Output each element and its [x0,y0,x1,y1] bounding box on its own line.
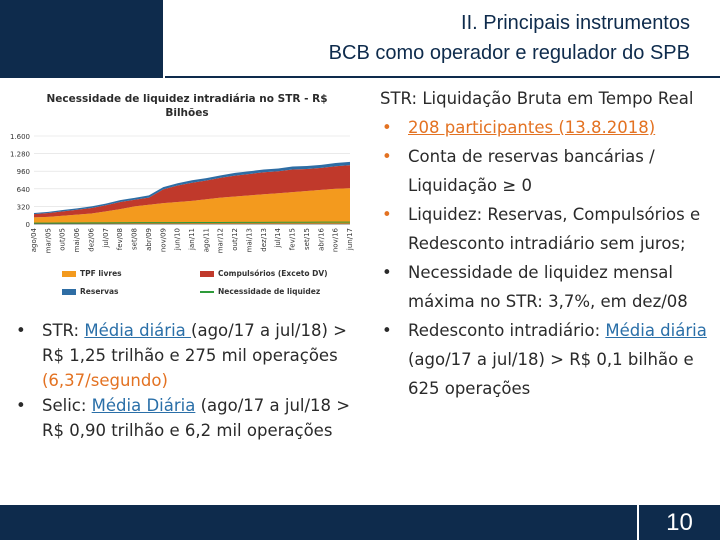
page-title: II. Principais instrumentos BCB como ope… [329,8,690,68]
legend-label-tpf: TPF livres [80,269,122,278]
x-tick-label: set/08 [131,228,139,250]
header: II. Principais instrumentos BCB como ope… [0,0,720,78]
area-compulsorios [34,165,350,218]
str-rate: (6,37/segundo) [42,371,168,390]
list-item-str: • STR: Média diária (ago/17 a jul/18) > R… [14,318,374,393]
list-item-necessidade: • Necessidade de liquidez mensal máxima n… [380,258,720,316]
header-underline [165,76,720,78]
legend-swatch-reservas [62,289,76,295]
participantes-text: 208 participantes (13.8.2018) [408,118,656,137]
liquidez-text: Liquidez: Reservas, Compulsórios e Redes… [408,205,701,253]
list-item-selic: • Selic: Média Diária (ago/17 a jul/18 > … [14,393,374,443]
y-tick-label: 1.600 [10,133,30,141]
area-reservas [34,161,350,215]
chart-title-line-1: Necessidade de liquidez intradiária no S… [46,93,328,105]
x-tick-label: set/15 [303,228,311,250]
bullet-dot: • [382,321,392,340]
x-tick-label: mai/06 [73,227,81,252]
selic-label: Selic: [42,396,92,415]
x-tick-label: ago/11 [202,228,210,252]
redesconto-media-diaria-link[interactable]: Média diária [605,321,707,340]
area-tpf-livres [34,188,350,224]
footer-separator [637,505,639,540]
x-tick-label: out/05 [59,228,67,251]
selic-media-diaria-link[interactable]: Média Diária [91,396,196,415]
line-necessidade-liquidez [34,221,350,224]
list-item-conta-reservas: • Conta de reservas bancárias / Liquidaçã… [380,142,720,200]
footer-bar [0,505,720,540]
title-line-1: II. Principais instrumentos [461,12,690,34]
page-number: 10 [666,509,693,536]
legend-item-tpf: TPF livres [62,269,122,278]
legend-swatch-compulsorios [200,271,214,277]
right-bullets: STR: Liquidação Bruta em Tempo Real • 208… [380,84,720,403]
legend-item-reservas: Reservas [62,287,119,296]
selic-text: (ago/17 a jul/18 > R$ 0,90 trilhão e 6,2… [42,396,351,440]
y-tick-label: 1.280 [10,151,30,159]
legend-label-necessidade: Necessidade de liquidez [218,287,321,296]
header-logo-block [0,0,163,78]
x-tick-label: mar/05 [44,228,52,253]
x-tick-label: abr/16 [317,227,325,250]
list-item-liquidez: • Liquidez: Reservas, Compulsórios e Rede… [380,200,720,258]
bullet-dot: • [382,147,392,166]
right-heading: STR: Liquidação Bruta em Tempo Real [380,89,694,108]
legend-item-compulsorios: Compulsórios (Exceto DV) [200,269,328,278]
bullet-dot: • [382,118,392,137]
x-tick-label: fev/08 [116,228,124,250]
legend-item-necessidade: Necessidade de liquidez [200,287,320,296]
x-tick-label: jun/10 [174,228,182,251]
y-tick-label: 0 [26,221,30,229]
x-tick-label: ago/04 [30,227,38,252]
legend-label-reservas: Reservas [80,287,119,296]
bullet-dot: • [16,396,26,415]
x-tick-label: abr/09 [145,228,153,251]
x-tick-label: jun/17 [346,228,354,251]
x-tick-label: nov/09 [159,228,167,252]
str-text: (ago/17 a jul/18) > R$ 1,25 trilhão e 27… [42,321,347,365]
x-tick-label: jul/07 [102,228,110,249]
x-tick-label: mar/12 [217,228,225,253]
x-tick-label: dez/06 [87,227,95,251]
chart-title-line-2: Bilhões [165,107,209,119]
list-item-participantes: • 208 participantes (13.8.2018) [380,113,720,142]
title-line-2: BCB como operador e regulador do SPB [328,42,690,64]
bullet-dot: • [16,321,26,340]
legend-swatch-necessidade [200,291,214,293]
x-tick-label: jan/11 [188,228,196,251]
redesconto-label: Redesconto intradiário: [408,321,606,340]
bullet-dot: • [382,205,392,224]
liquidity-chart: Necessidade de liquidez intradiária no S… [6,92,368,306]
conta-reservas-text: Conta de reservas bancárias / Liquidação… [408,147,655,195]
x-tick-label: dez/13 [260,228,268,252]
y-tick-label: 960 [17,168,30,176]
y-tick-label: 320 [17,203,30,211]
bullet-dot: • [382,263,392,282]
x-tick-label: jul/14 [274,227,282,248]
x-tick-label: mai/13 [245,228,253,252]
str-label: STR: [42,321,85,340]
x-tick-label: fev/15 [289,228,297,250]
header-separator [163,0,165,78]
y-tick-label: 640 [17,186,30,194]
necessidade-text: Necessidade de liquidez mensal máxima no… [408,263,688,311]
legend-swatch-tpf [62,271,76,277]
legend-label-compulsorios: Compulsórios (Exceto DV) [218,269,328,278]
str-media-diaria-link[interactable]: Média diária [84,321,192,340]
x-tick-label: out/12 [231,228,239,251]
redesconto-text: (ago/17 a jul/18) > R$ 0,1 bilhão e 625 … [408,350,694,398]
list-item-redesconto: • Redesconto intradiário: Média diária (a… [380,316,720,403]
left-bullets: • STR: Média diária (ago/17 a jul/18) > R… [14,318,374,443]
chart-legend: TPF livres Compulsórios (Exceto DV) Rese… [62,267,362,303]
chart-title: Necessidade de liquidez intradiária no S… [6,92,368,120]
x-tick-label: nov/16 [332,227,340,252]
